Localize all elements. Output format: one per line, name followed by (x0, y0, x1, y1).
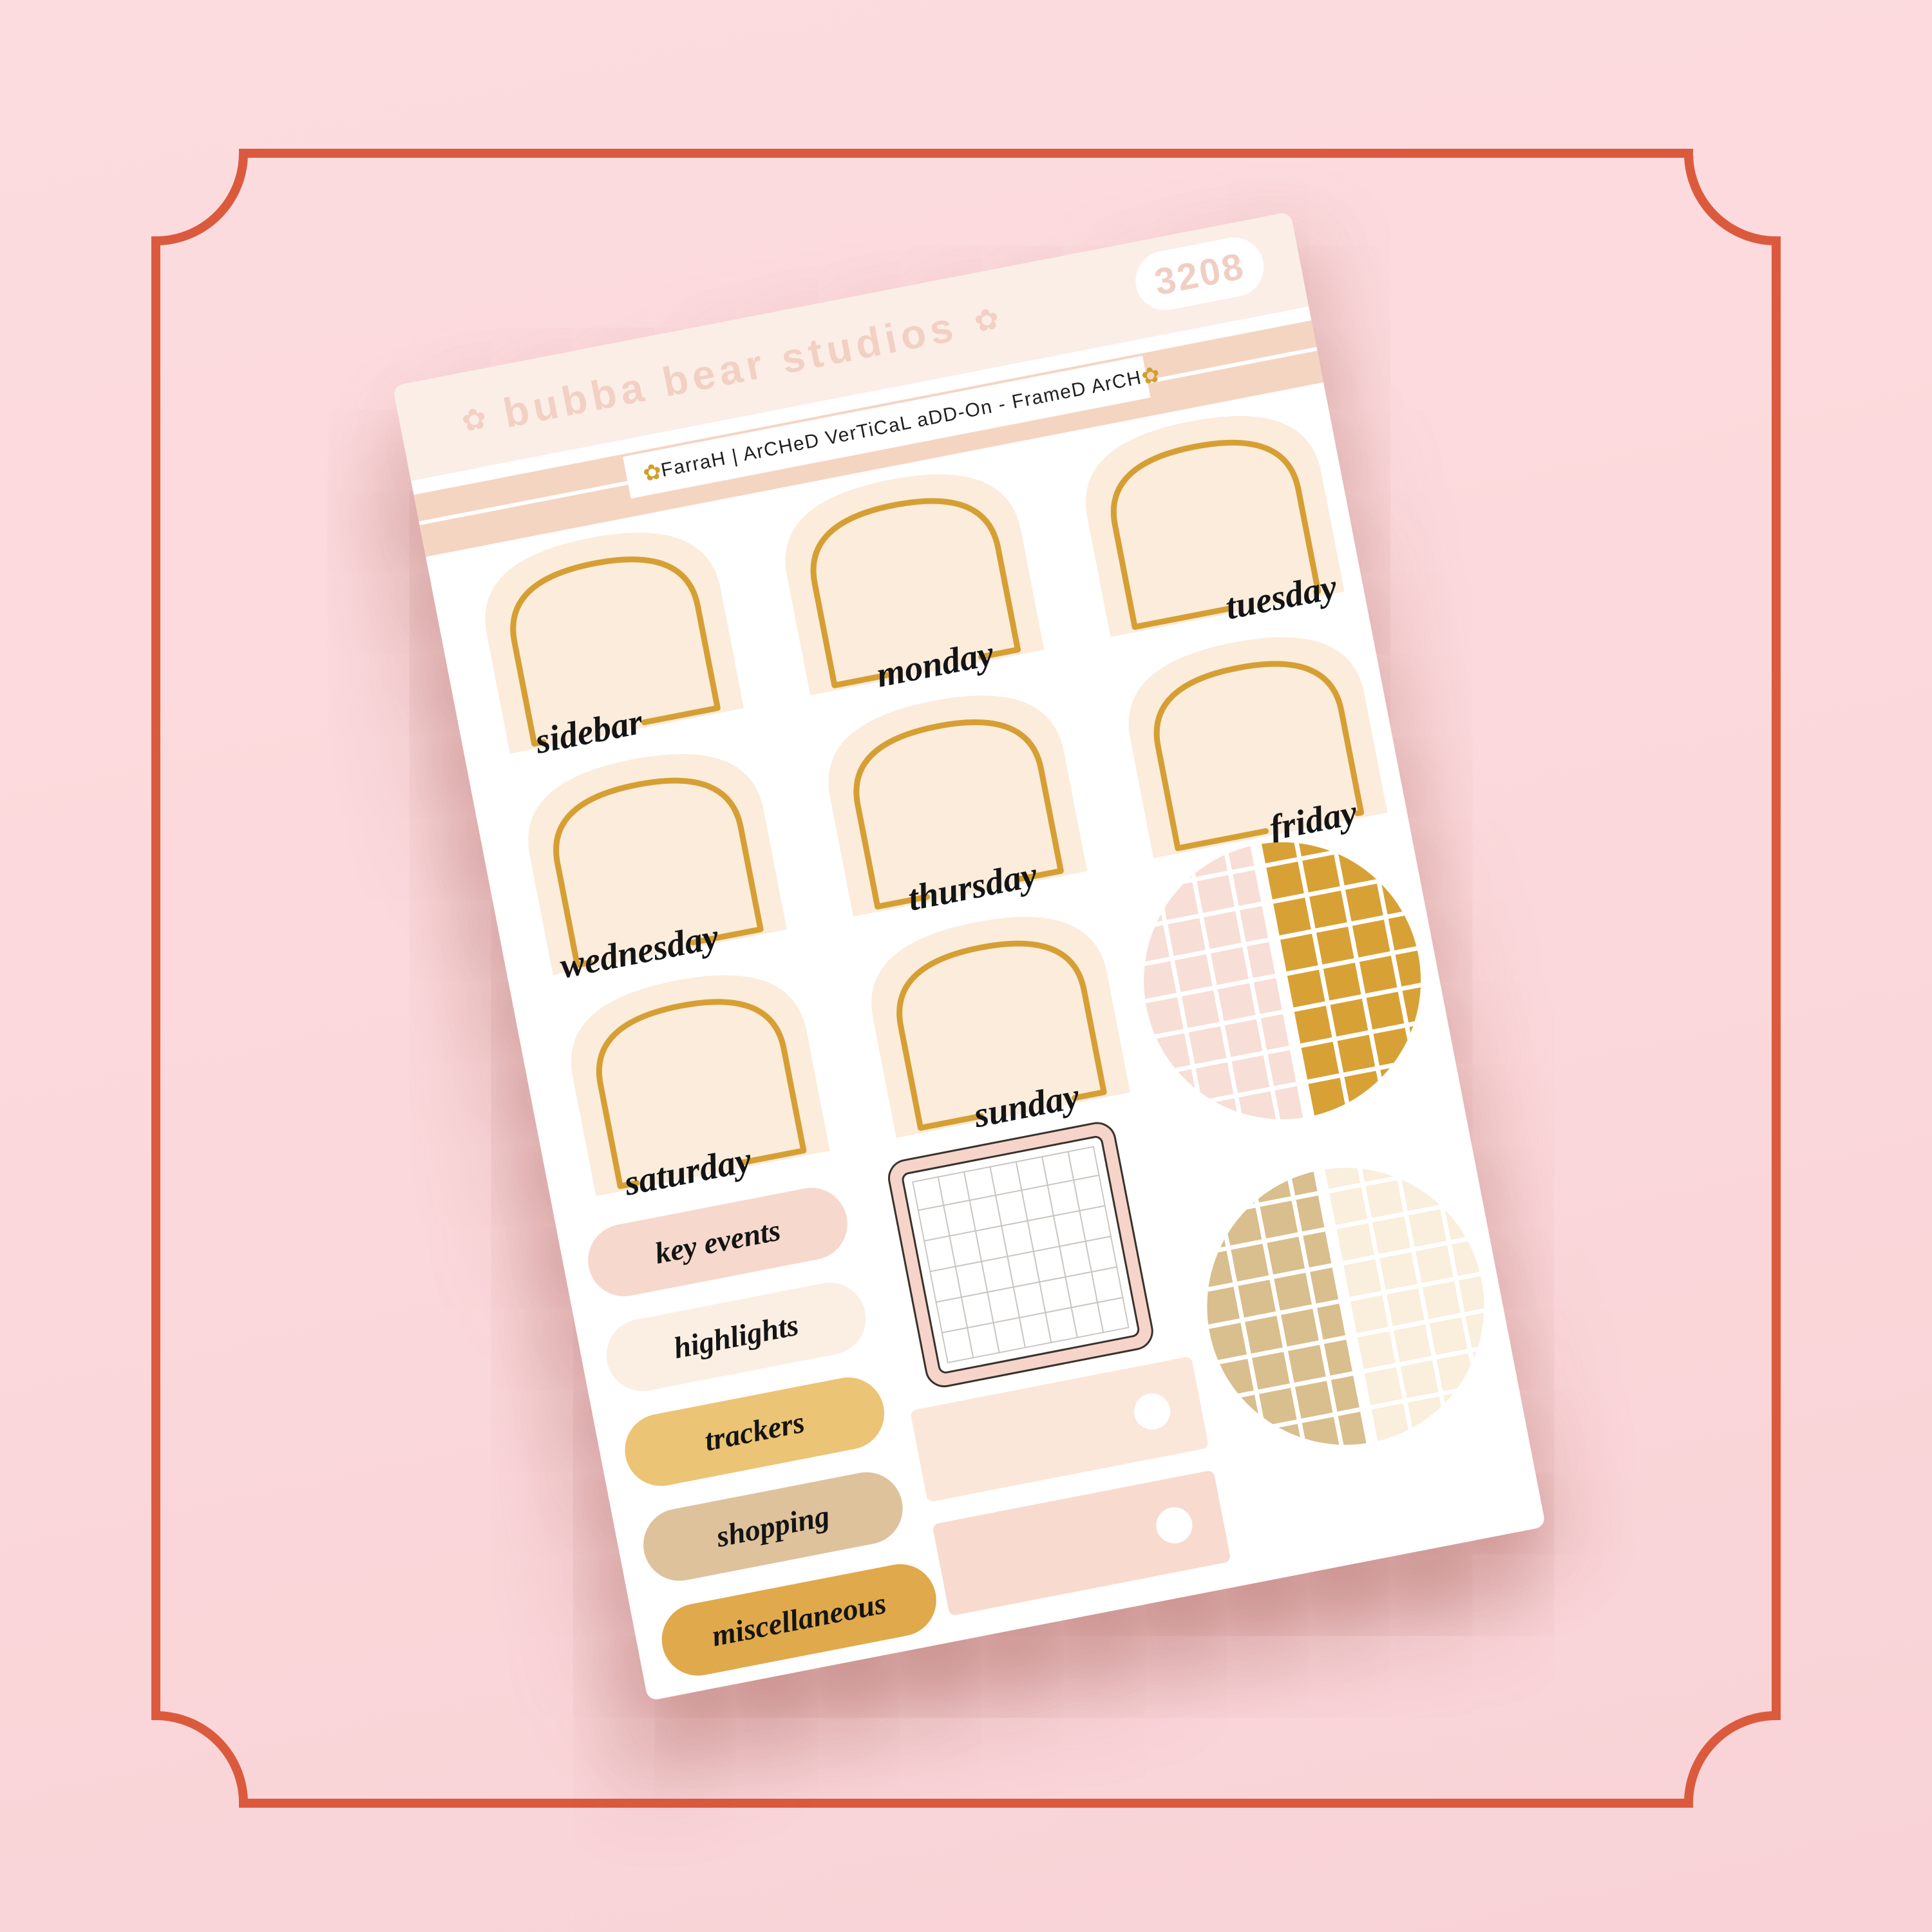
arch-baseline-right (1016, 867, 1064, 882)
pill-label: highlights (670, 1308, 802, 1366)
arch-sticker: saturday (558, 958, 830, 1204)
arch-sticker: friday (1116, 620, 1388, 858)
pill-label: trackers (701, 1405, 808, 1458)
arch-baseline-right (738, 1148, 807, 1166)
arch-sticker: thursday (816, 678, 1088, 919)
pill-label: key events (652, 1213, 784, 1271)
arch-shape (528, 753, 787, 975)
arch-shape (1085, 415, 1345, 638)
category-pill-sticker: trackers (618, 1371, 891, 1493)
pill-label: miscellaneous (709, 1586, 889, 1654)
arch-baseline-right (978, 647, 1021, 660)
arch-outline (510, 556, 721, 744)
arch-outline (810, 498, 1021, 687)
arch-shape (571, 975, 830, 1197)
arch-shape (785, 474, 1045, 696)
pill-label: shopping (714, 1499, 833, 1554)
arch-sticker: sunday (858, 900, 1130, 1138)
sticker-sheet: ✿ bubba bear studios ✿ 3208 ✿ FarraH | A… (392, 211, 1546, 1701)
arch-outline (1110, 439, 1321, 628)
arch-baseline-right (641, 705, 721, 726)
punch-hole (1131, 1390, 1173, 1433)
arch-baseline-left (531, 739, 547, 747)
arch-shape (1128, 637, 1388, 858)
arch-sticker: tuesday (1073, 399, 1345, 638)
arch-baseline-left (831, 672, 893, 688)
category-pill-sticker: key events (582, 1181, 854, 1303)
arch-outline (553, 777, 764, 966)
arch-baseline-left (917, 1113, 984, 1131)
grid-circle-sticker (1120, 818, 1445, 1144)
category-pill-sticker: shopping (637, 1466, 909, 1587)
arch-sticker: sidebar (473, 515, 744, 762)
arch-shape (828, 696, 1088, 917)
grid-circle-sticker (1183, 1144, 1508, 1469)
arch-outline (853, 719, 1064, 907)
punch-hole (1153, 1504, 1196, 1546)
arch-outline (1153, 661, 1365, 849)
arch-outline (896, 940, 1107, 1129)
calendar-grid-area (900, 1134, 1141, 1375)
arch-baseline-left (875, 894, 931, 910)
arch-sticker: wednesday (515, 737, 787, 987)
arch-baseline-right (690, 926, 764, 946)
calendar-sticker (884, 1119, 1157, 1391)
sheet-code: 3208 (1151, 244, 1249, 303)
arch-stickers-group: sidebar monday tuesday wednesday (393, 212, 1388, 1204)
category-pill-sticker: highlights (600, 1276, 873, 1397)
arch-shape (871, 916, 1130, 1138)
arch-baseline-left (1132, 605, 1233, 630)
arch-sticker: monday (773, 457, 1045, 696)
arch-baseline-left (574, 960, 593, 968)
arch-baseline-left (1175, 828, 1269, 851)
arch-baseline-right (1072, 1089, 1107, 1101)
arch-baseline-left (617, 1180, 640, 1189)
calendar-grid (912, 1146, 1130, 1364)
arch-shape (485, 533, 744, 754)
arch-outline (596, 999, 807, 1187)
arch-baseline-right (1313, 588, 1321, 595)
frame-border (151, 149, 1781, 1808)
